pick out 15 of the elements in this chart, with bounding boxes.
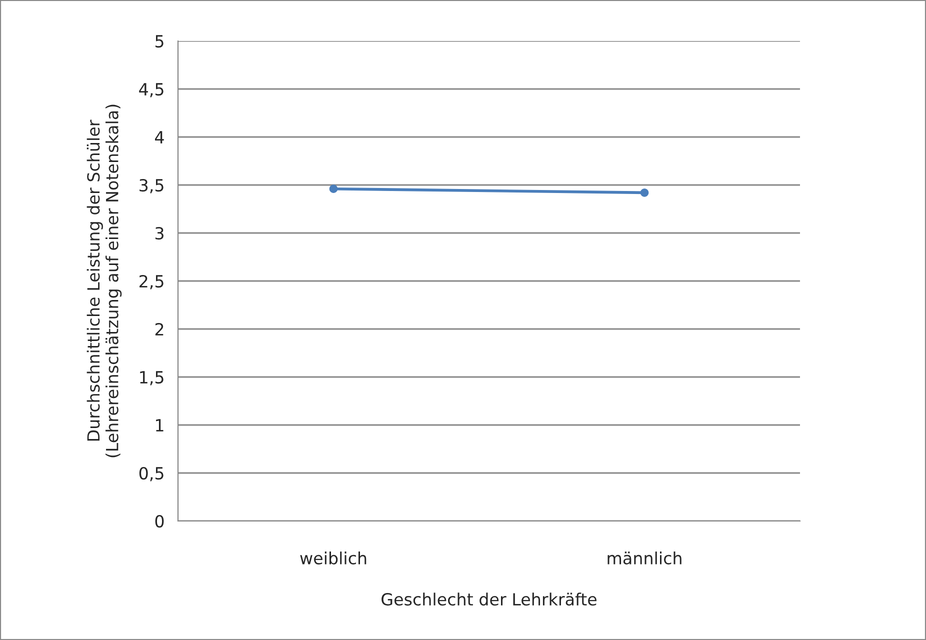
y-tick-label: 1,5 [140, 371, 164, 386]
y-tick-label: 4 [155, 131, 164, 144]
y-tick-label: 3,5 [140, 178, 164, 194]
x-tick-label: männlich [608, 552, 682, 564]
x-tick-label: weiblich [300, 552, 366, 564]
y-tick-label: 0 [155, 514, 164, 528]
y-tick-label: 1 [156, 419, 164, 432]
y-axis-title: Durchschnittliche Leistung der Schüler (Lehrereinschätzung auf einer Notenskala) [86, 104, 122, 458]
y-tick-label: 4,5 [139, 83, 164, 98]
x-axis-title: Geschlecht der Lehrkräfte [382, 592, 596, 606]
y-tick-label: 3 [155, 226, 164, 240]
y-tick-label: 0,5 [139, 466, 164, 482]
y-tick-label: 5 [155, 35, 164, 48]
y-tick-label: 2 [155, 322, 164, 336]
y-tick-label: 2,5 [140, 274, 164, 290]
